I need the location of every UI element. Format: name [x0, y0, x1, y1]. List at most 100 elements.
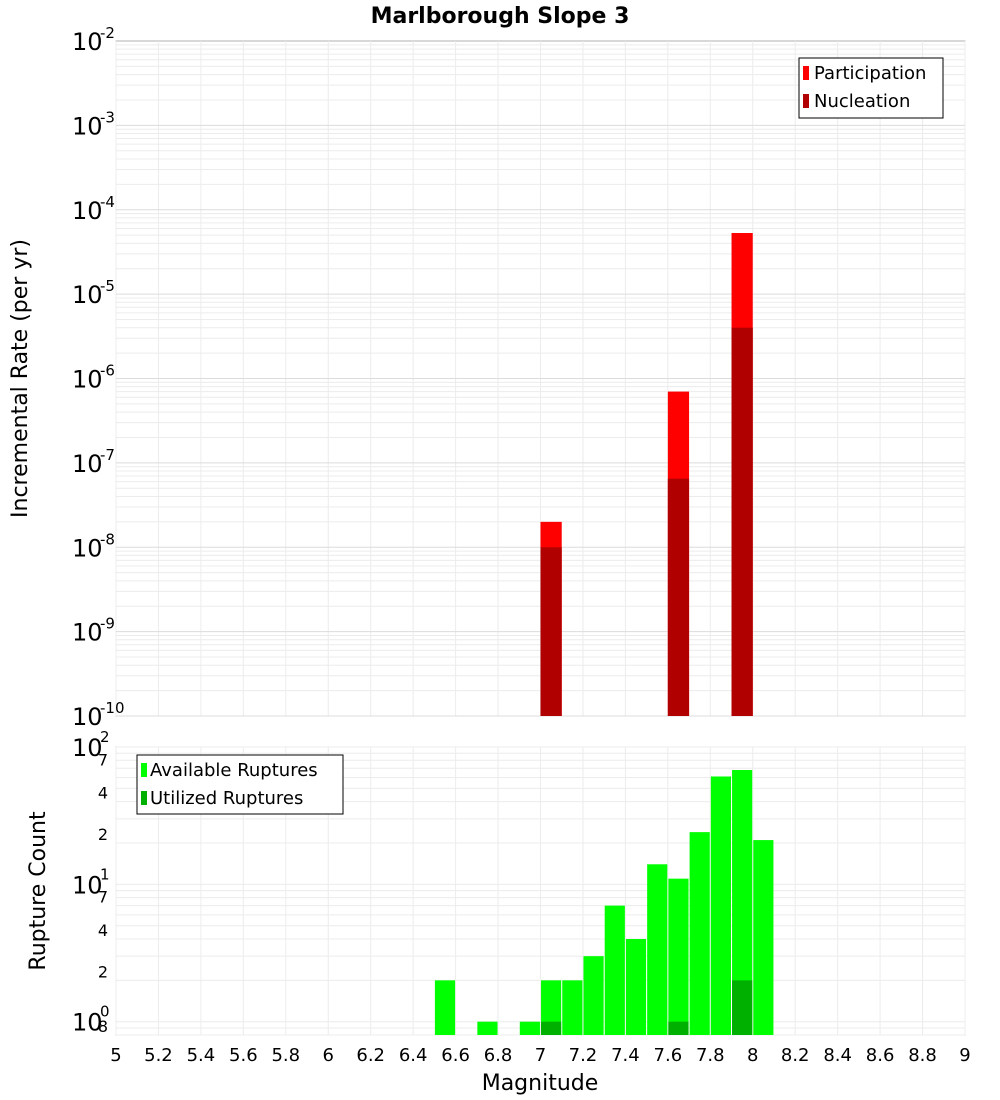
top-y-tick-exponent: -10 [100, 699, 125, 717]
top-y-tick-label: 10-6 [72, 362, 115, 394]
available-bar [732, 770, 753, 1035]
top-y-tick-base: 10 [72, 112, 103, 140]
bottom-legend: Available Ruptures Utilized Ruptures [136, 754, 344, 815]
x-tick-label: 8.4 [823, 1045, 852, 1066]
top-y-tick-exponent: -6 [100, 362, 115, 380]
top-bars [540, 233, 753, 716]
x-tick-label: 8.8 [908, 1045, 937, 1066]
legend-swatch-nucleation [803, 94, 809, 108]
x-tick-label: 6.8 [484, 1045, 513, 1066]
bottom-y-tick-minor: 2 [98, 962, 108, 981]
x-tick-label: 5.2 [144, 1045, 173, 1066]
bottom-y-tick-minor: 4 [98, 921, 108, 940]
utilized-bar [668, 1021, 689, 1035]
top-y-tick-exponent: -2 [100, 24, 115, 42]
top-y-tick-label: 10-3 [72, 108, 115, 140]
x-ticks: 5 5.2 5.4 5.6 5.8 6 6.2 6.4 6.6 6.8 7 7.2 7.4 7.6 7.8 8… [110, 1045, 970, 1066]
available-bar [668, 878, 689, 1035]
bottom-y-tick-minor: 2 [98, 825, 108, 844]
bottom-y-tick-base: 10 [72, 871, 103, 899]
utilized-bar [541, 1021, 562, 1035]
top-y-axis-label: Incremental Rate (per yr) [8, 239, 33, 518]
top-y-tick-exponent: -5 [100, 277, 115, 295]
top-y-tick-exponent: -8 [100, 530, 115, 548]
top-y-tick-base: 10 [72, 366, 103, 394]
x-axis-label: Magnitude [482, 1071, 599, 1096]
bottom-y-tick-base: 10 [72, 734, 103, 762]
nucleation-bar [667, 478, 690, 716]
available-bar [519, 1021, 540, 1035]
legend-swatch-available [141, 763, 147, 777]
bottom-grid [115, 746, 966, 1036]
available-bar [647, 864, 668, 1035]
x-tick-label: 8 [747, 1045, 758, 1066]
available-bar [604, 905, 625, 1035]
legend-swatch-utilized [141, 791, 147, 805]
utilized-bar [732, 980, 753, 1035]
top-y-tick-label: 10-8 [72, 530, 115, 562]
available-bar [434, 980, 456, 1035]
available-bar [625, 939, 647, 1035]
available-bar [753, 840, 774, 1035]
x-tick-label: 7.6 [654, 1045, 683, 1066]
top-y-tick-base: 10 [72, 534, 103, 562]
bottom-y-tick-exponent: 1 [100, 865, 110, 883]
legend-swatch-participation [803, 66, 809, 80]
bottom-y-tick-exponent: 0 [100, 1003, 110, 1021]
bottom-y-tick-base: 10 [72, 1009, 103, 1037]
top-y-tick-exponent: -4 [100, 193, 115, 211]
x-tick-label: 5 [110, 1045, 121, 1066]
top-y-tick-base: 10 [72, 197, 103, 225]
top-y-tick-exponent: -3 [100, 108, 115, 126]
available-bar [689, 832, 710, 1035]
x-tick-label: 6 [323, 1045, 334, 1066]
nucleation-bar [540, 547, 562, 716]
x-tick-label: 7 [535, 1045, 546, 1066]
top-y-tick-label: 10-7 [72, 446, 115, 478]
bottom-y-tick-major: 101 [72, 865, 110, 899]
nucleation-bar [731, 327, 753, 716]
x-tick-label: 6.2 [356, 1045, 385, 1066]
x-tick-label: 6.6 [441, 1045, 470, 1066]
x-tick-label: 7.4 [611, 1045, 640, 1066]
legend-label-nucleation: Nucleation [814, 91, 910, 112]
x-tick-label: 8.6 [866, 1045, 895, 1066]
bottom-y-tick-minor: 4 [98, 784, 108, 803]
legend-label-utilized: Utilized Ruptures [150, 788, 303, 809]
top-y-tick-label: 10-4 [72, 193, 115, 225]
top-y-tick-label: 10-5 [72, 277, 115, 309]
top-y-tick-exponent: -7 [100, 446, 115, 464]
available-bar [477, 1021, 498, 1035]
top-y-tick-base: 10 [72, 28, 103, 56]
bottom-y-tick-major: 102 [72, 728, 110, 762]
chart-title: Marlborough Slope 3 [371, 4, 630, 29]
top-y-tick-base: 10 [72, 450, 103, 478]
x-tick-label: 5.6 [229, 1045, 258, 1066]
top-y-tick-label: 10-10 [72, 699, 125, 731]
available-bar [562, 980, 583, 1035]
legend-label-participation: Participation [814, 63, 926, 84]
bottom-y-tick-minor: 8 [98, 1017, 108, 1036]
x-tick-label: 9 [959, 1045, 970, 1066]
x-tick-label: 6.4 [399, 1045, 428, 1066]
x-tick-label: 5.4 [187, 1045, 216, 1066]
top-legend: Participation Nucleation [798, 57, 944, 119]
top-y-tick-base: 10 [72, 619, 103, 647]
bottom-y-tick-minor: 7 [98, 888, 108, 907]
legend-label-available: Available Ruptures [150, 760, 318, 781]
top-legend-box [798, 57, 944, 119]
bottom-y-tick-minor: 7 [98, 750, 108, 769]
bottom-y-axis-label: Rupture Count [26, 811, 51, 971]
bottom-bars [434, 770, 774, 1035]
available-bar [583, 956, 604, 1035]
x-tick-label: 8.2 [781, 1045, 810, 1066]
top-y-tick-base: 10 [72, 703, 103, 731]
top-y-tick-label: 10-2 [72, 24, 115, 56]
top-y-tick-exponent: -9 [100, 615, 115, 633]
x-tick-label: 7.2 [569, 1045, 598, 1066]
